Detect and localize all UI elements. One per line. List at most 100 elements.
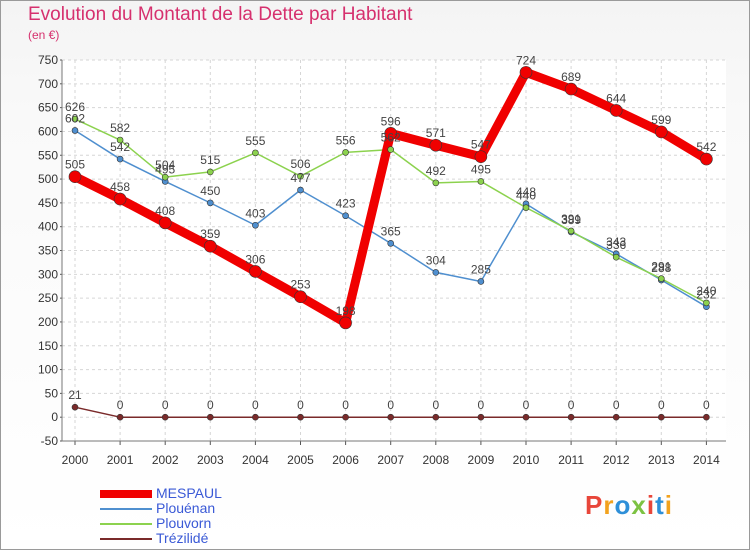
data-point bbox=[297, 413, 304, 421]
x-tick-label: 2001 bbox=[107, 453, 134, 467]
data-point bbox=[204, 239, 217, 253]
x-tick-label: 2006 bbox=[332, 453, 359, 467]
legend-swatch bbox=[100, 490, 152, 498]
data-point bbox=[71, 127, 79, 134]
data-point bbox=[113, 192, 127, 206]
data-point bbox=[567, 227, 575, 235]
data-point bbox=[567, 413, 575, 421]
data-point bbox=[564, 82, 578, 96]
data-label: 448 bbox=[516, 185, 536, 199]
data-point bbox=[249, 265, 262, 278]
data-label: 458 bbox=[110, 180, 130, 194]
y-tick-label: 650 bbox=[38, 101, 58, 115]
data-point bbox=[384, 127, 398, 140]
data-label: 689 bbox=[561, 70, 581, 84]
data-label: 555 bbox=[245, 134, 265, 148]
data-point bbox=[207, 168, 214, 176]
logo-letter: t bbox=[655, 490, 665, 520]
data-label: 0 bbox=[117, 398, 124, 412]
data-label: 253 bbox=[290, 278, 310, 292]
legend-item: Plouénan bbox=[100, 500, 320, 516]
data-label: 596 bbox=[381, 114, 401, 128]
x-tick-label: 2007 bbox=[377, 453, 404, 467]
x-tick-label: 2003 bbox=[197, 453, 224, 467]
data-label: 391 bbox=[561, 212, 581, 226]
data-point bbox=[387, 413, 395, 421]
data-point bbox=[71, 115, 79, 123]
data-point bbox=[657, 275, 665, 282]
data-point bbox=[207, 413, 214, 421]
data-label: 724 bbox=[516, 53, 536, 67]
logo-letter: i bbox=[646, 490, 656, 520]
data-label: 0 bbox=[658, 398, 665, 412]
data-point bbox=[252, 413, 259, 421]
x-tick-label: 2014 bbox=[693, 453, 720, 467]
y-tick-label: 200 bbox=[38, 315, 58, 329]
legend: MESPAUL Plouénan Plouvorn Trézilidé bbox=[100, 485, 320, 546]
data-point bbox=[158, 216, 172, 230]
data-label: 571 bbox=[426, 126, 446, 140]
data-point bbox=[116, 413, 124, 421]
data-point bbox=[71, 403, 79, 411]
data-label: 389 bbox=[561, 213, 581, 227]
data-label: 0 bbox=[387, 398, 394, 412]
data-label: 304 bbox=[426, 253, 446, 267]
x-tick-label: 2004 bbox=[242, 453, 269, 467]
chart-subtitle: (en €) bbox=[28, 28, 60, 42]
data-point bbox=[703, 299, 710, 307]
data-point bbox=[252, 221, 259, 229]
data-label: 0 bbox=[342, 398, 349, 412]
data-point bbox=[654, 125, 668, 139]
logo-letter: x bbox=[631, 490, 647, 520]
data-point bbox=[432, 269, 440, 276]
data-label: 306 bbox=[245, 252, 265, 266]
y-tick-label: 150 bbox=[38, 339, 58, 353]
data-point bbox=[429, 138, 443, 152]
proxiti-logo: Proxiti bbox=[585, 490, 673, 521]
data-label: 359 bbox=[200, 227, 220, 241]
y-tick-label: 300 bbox=[38, 267, 58, 281]
data-point bbox=[432, 413, 440, 421]
data-label: 562 bbox=[381, 131, 401, 145]
data-point bbox=[116, 136, 124, 144]
y-tick-label: 0 bbox=[51, 410, 58, 424]
data-label: 495 bbox=[471, 162, 491, 176]
x-tick-label: 2013 bbox=[648, 453, 675, 467]
data-point bbox=[116, 155, 124, 163]
data-label: 515 bbox=[200, 153, 220, 167]
x-tick-label: 2008 bbox=[422, 453, 449, 467]
x-tick-label: 2009 bbox=[468, 453, 495, 467]
data-point bbox=[252, 149, 259, 157]
data-point bbox=[700, 152, 713, 166]
y-tick-label: 500 bbox=[38, 172, 58, 186]
data-point bbox=[297, 172, 304, 180]
x-tick-label: 2011 bbox=[558, 453, 584, 467]
legend-label: Trézilidé bbox=[156, 530, 209, 546]
data-label: 644 bbox=[606, 91, 626, 105]
data-label: 542 bbox=[110, 140, 130, 154]
data-label: 336 bbox=[606, 238, 626, 252]
data-label: 285 bbox=[471, 262, 491, 276]
data-point bbox=[207, 199, 214, 207]
data-point bbox=[342, 413, 349, 421]
data-label: 288 bbox=[651, 261, 671, 275]
data-point bbox=[387, 146, 395, 153]
legend-item: Trézilidé bbox=[100, 530, 320, 546]
x-tick-label: 2000 bbox=[62, 453, 89, 467]
legend-item: MESPAUL bbox=[100, 485, 320, 501]
y-tick-label: 100 bbox=[38, 363, 58, 377]
data-label: 505 bbox=[65, 158, 85, 172]
data-label: 291 bbox=[651, 260, 671, 274]
data-label: 547 bbox=[471, 138, 491, 152]
legend-label: MESPAUL bbox=[156, 485, 222, 501]
data-label: 423 bbox=[336, 197, 356, 211]
data-label: 0 bbox=[432, 398, 439, 412]
legend-swatch bbox=[100, 508, 152, 510]
data-label: 504 bbox=[155, 158, 175, 172]
data-label: 492 bbox=[426, 164, 446, 178]
y-tick-label: 400 bbox=[38, 220, 58, 234]
y-tick-label: 450 bbox=[38, 196, 58, 210]
data-point bbox=[297, 186, 304, 194]
data-point bbox=[522, 413, 530, 421]
